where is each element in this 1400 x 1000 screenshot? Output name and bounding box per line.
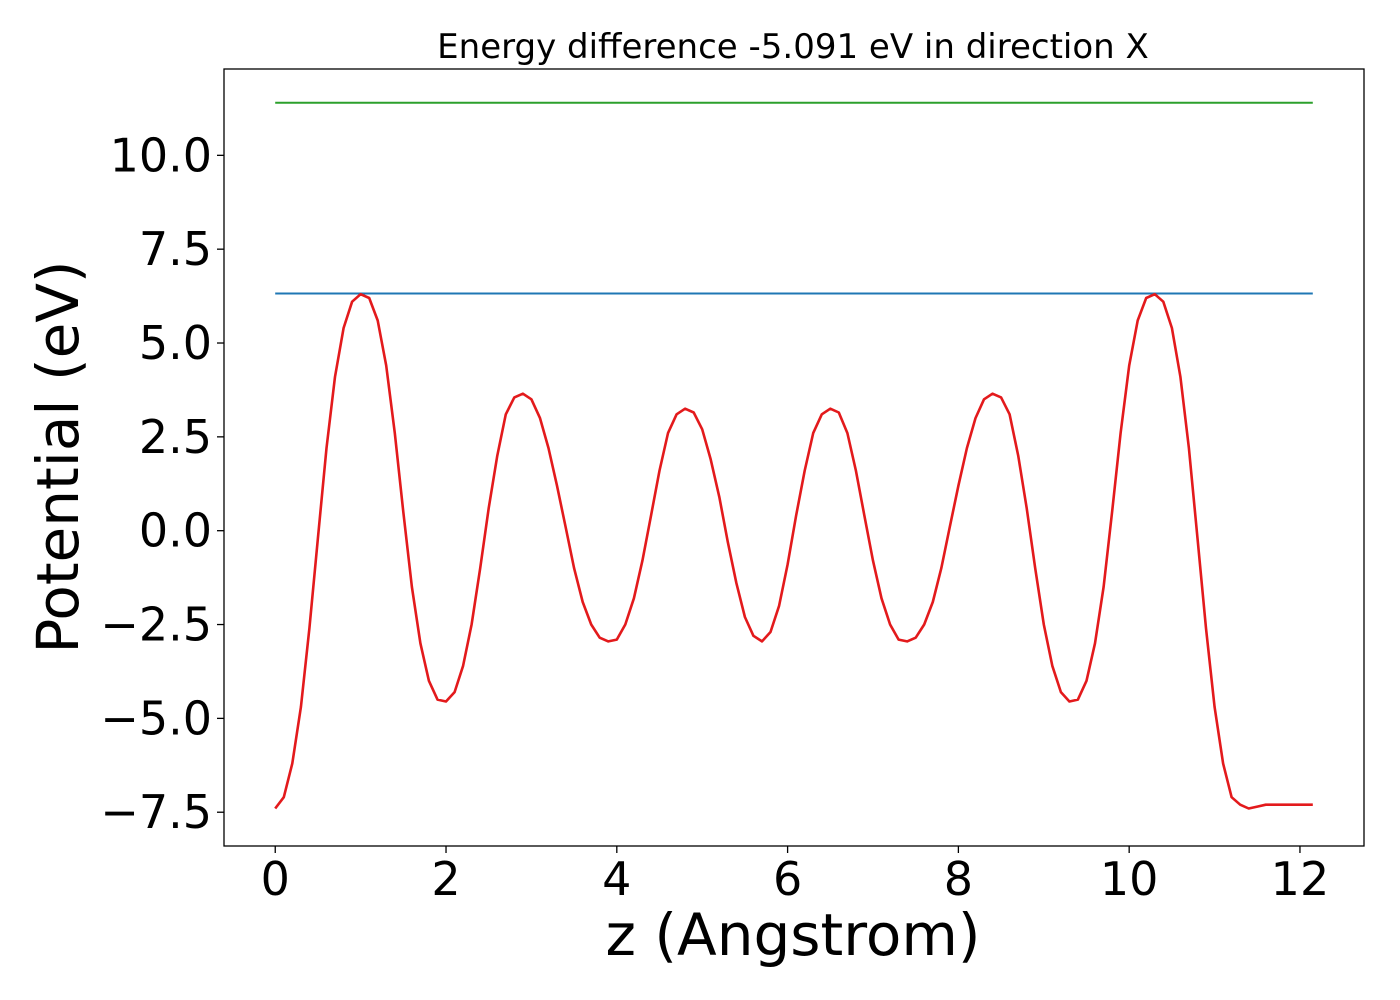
x-tick-label: 4 [602, 852, 631, 906]
chart-title: Energy difference -5.091 eV in direction… [437, 27, 1149, 67]
y-tick-label: −7.5 [100, 785, 212, 839]
y-tick-label: −2.5 [100, 598, 212, 652]
x-tick-label: 8 [944, 852, 973, 906]
y-axis-label: Potential (eV) [24, 260, 92, 653]
y-tick-label: −5.0 [100, 691, 212, 745]
series-layer [274, 101, 1313, 810]
y-tick-label: 5.0 [139, 316, 212, 370]
x-axis-ticks: 0 2 4 6 8 10 12 [261, 846, 1330, 906]
series-line-3 [274, 292, 1313, 810]
x-axis-label: z (Angstrom) [606, 901, 981, 969]
y-tick-label: 2.5 [139, 410, 212, 464]
y-tick-label: 0.0 [139, 504, 212, 558]
plot-frame [223, 68, 1365, 847]
y-axis-ticks: −7.5 −5.0 −2.5 0.0 2.5 5.0 7.5 10.0 [100, 128, 224, 839]
x-tick-label: 2 [431, 852, 460, 906]
x-tick-label: 12 [1271, 852, 1330, 906]
x-tick-label: 6 [773, 852, 802, 906]
y-tick-label: 10.0 [110, 128, 212, 182]
x-tick-label: 0 [261, 852, 290, 906]
x-tick-label: 10 [1100, 852, 1159, 906]
y-tick-label: 7.5 [139, 222, 212, 276]
